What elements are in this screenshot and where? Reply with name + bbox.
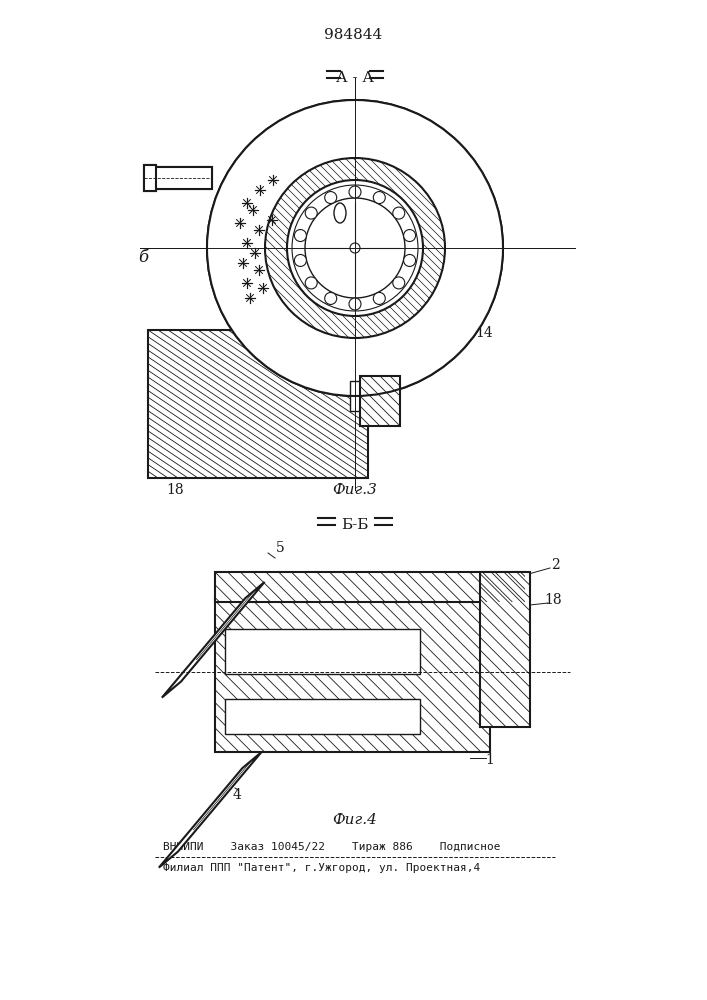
PathPatch shape (215, 597, 490, 752)
Text: Б-Б: Б-Б (341, 518, 368, 532)
Circle shape (404, 254, 416, 266)
Circle shape (325, 292, 337, 304)
Text: 5: 5 (276, 541, 284, 555)
Text: Филиал ППП "Патент", г.Ужгород, ул. Проектная,4: Филиал ППП "Патент", г.Ужгород, ул. Прое… (163, 863, 480, 873)
Circle shape (350, 243, 360, 253)
Text: 984844: 984844 (324, 28, 382, 42)
Circle shape (305, 277, 317, 289)
Bar (152, 167, 212, 189)
Text: А - А: А - А (336, 71, 374, 85)
Circle shape (305, 198, 405, 298)
Circle shape (404, 230, 416, 242)
Circle shape (373, 292, 385, 304)
Bar (225, 629, 420, 674)
Circle shape (373, 192, 385, 204)
Text: б: б (138, 249, 148, 266)
Polygon shape (159, 752, 262, 868)
Text: 4: 4 (233, 788, 241, 802)
Circle shape (404, 254, 416, 266)
Bar (152, 167, 212, 189)
Text: 2: 2 (551, 558, 559, 572)
Bar (215, 572, 525, 602)
Bar (148, 330, 368, 478)
Bar (144, 165, 156, 191)
PathPatch shape (480, 572, 530, 727)
Circle shape (325, 192, 337, 204)
Circle shape (294, 230, 306, 242)
Circle shape (305, 277, 317, 289)
Circle shape (265, 158, 445, 338)
Circle shape (393, 277, 405, 289)
Polygon shape (162, 582, 264, 698)
Circle shape (404, 230, 416, 242)
Text: Фиг.3: Фиг.3 (332, 483, 378, 497)
Circle shape (325, 292, 337, 304)
Text: 14: 14 (475, 326, 493, 340)
Circle shape (294, 254, 306, 266)
Text: ВНИИПИ    Заказ 10045/22    Тираж 886    Подписное: ВНИИПИ Заказ 10045/22 Тираж 886 Подписно… (163, 842, 501, 852)
Circle shape (305, 198, 405, 298)
Ellipse shape (334, 203, 346, 223)
Circle shape (265, 158, 445, 338)
Circle shape (325, 192, 337, 204)
Circle shape (393, 207, 405, 219)
Circle shape (265, 158, 445, 338)
Text: 18: 18 (166, 483, 184, 497)
Bar (350, 381, 395, 411)
Bar (480, 572, 530, 727)
Bar (215, 597, 490, 752)
PathPatch shape (215, 572, 525, 602)
Polygon shape (159, 752, 262, 868)
Circle shape (350, 243, 360, 253)
Circle shape (265, 158, 445, 338)
Bar (360, 376, 400, 426)
Circle shape (349, 186, 361, 198)
Circle shape (393, 207, 405, 219)
Circle shape (207, 100, 503, 396)
Text: Фиг.4: Фиг.4 (332, 813, 378, 827)
Circle shape (373, 292, 385, 304)
Bar (360, 376, 400, 426)
Text: 18: 18 (544, 593, 562, 607)
Circle shape (349, 186, 361, 198)
Circle shape (294, 254, 306, 266)
Circle shape (305, 207, 317, 219)
Circle shape (349, 298, 361, 310)
Circle shape (294, 230, 306, 242)
Circle shape (287, 180, 423, 316)
Circle shape (373, 192, 385, 204)
Circle shape (349, 298, 361, 310)
Bar (148, 330, 368, 478)
Polygon shape (162, 582, 264, 698)
Text: 1: 1 (486, 753, 494, 767)
Ellipse shape (334, 203, 346, 223)
Bar (144, 165, 156, 191)
Bar (225, 699, 420, 734)
Circle shape (393, 277, 405, 289)
Circle shape (287, 180, 423, 316)
Circle shape (305, 207, 317, 219)
